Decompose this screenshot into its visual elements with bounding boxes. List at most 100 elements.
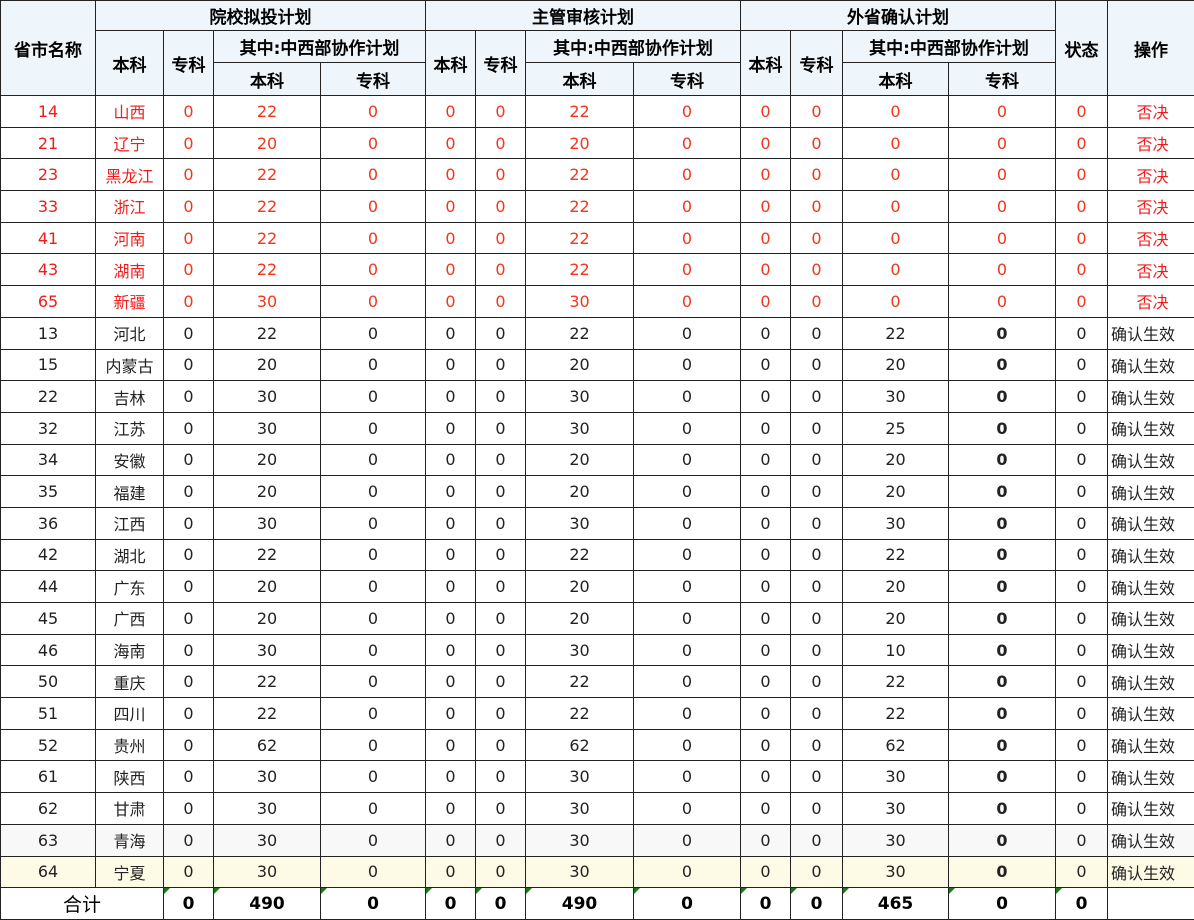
plan-value: 0 bbox=[1056, 603, 1108, 635]
plan-value: 0 bbox=[476, 349, 526, 381]
total-value: 465 bbox=[843, 888, 949, 920]
cell-marker-icon bbox=[791, 888, 797, 894]
plan-value: 0 bbox=[949, 666, 1056, 698]
confirm-action[interactable]: 确认生效 bbox=[1108, 349, 1194, 381]
confirm-action[interactable]: 确认生效 bbox=[1108, 824, 1194, 856]
plan-value: 22 bbox=[214, 254, 321, 286]
plan-value: 20 bbox=[214, 571, 321, 603]
plan-value: 0 bbox=[426, 444, 476, 476]
reject-action[interactable]: 否决 bbox=[1108, 286, 1194, 318]
province-name: 福建 bbox=[96, 476, 164, 508]
plan-value: 0 bbox=[741, 254, 791, 286]
plan-value: 0 bbox=[634, 729, 741, 761]
confirm-action[interactable]: 确认生效 bbox=[1108, 761, 1194, 793]
plan-value: 0 bbox=[321, 666, 426, 698]
province-name: 浙江 bbox=[96, 191, 164, 223]
plan-value: 0 bbox=[634, 222, 741, 254]
plan-value: 20 bbox=[526, 603, 634, 635]
confirm-action[interactable]: 确认生效 bbox=[1108, 381, 1194, 413]
plan-value: 0 bbox=[476, 96, 526, 128]
plan-value: 0 bbox=[949, 729, 1056, 761]
plan-value: 0 bbox=[741, 539, 791, 571]
plan-value: 0 bbox=[843, 286, 949, 318]
confirm-action[interactable]: 确认生效 bbox=[1108, 476, 1194, 508]
confirm-action[interactable]: 确认生效 bbox=[1108, 793, 1194, 825]
plan-value: 0 bbox=[791, 856, 843, 888]
header-status: 状态 bbox=[1056, 1, 1108, 96]
plan-value: 22 bbox=[843, 698, 949, 730]
reject-action[interactable]: 否决 bbox=[1108, 159, 1194, 191]
plan-value: 0 bbox=[791, 444, 843, 476]
header-cooperation: 其中:中西部协作计划 bbox=[214, 31, 426, 63]
plan-value: 30 bbox=[214, 824, 321, 856]
plan-value: 0 bbox=[634, 191, 741, 223]
plan-value: 0 bbox=[634, 127, 741, 159]
reject-action[interactable]: 否决 bbox=[1108, 127, 1194, 159]
plan-value: 30 bbox=[214, 634, 321, 666]
header-cooperation: 其中:中西部协作计划 bbox=[526, 31, 741, 63]
confirm-action[interactable]: 确认生效 bbox=[1108, 539, 1194, 571]
province-name: 河南 bbox=[96, 222, 164, 254]
header-junior: 专科 bbox=[164, 31, 214, 96]
confirm-action[interactable]: 确认生效 bbox=[1108, 571, 1194, 603]
cell-marker-icon bbox=[164, 888, 170, 894]
plan-value: 0 bbox=[791, 349, 843, 381]
confirm-action[interactable]: 确认生效 bbox=[1108, 412, 1194, 444]
plan-value: 0 bbox=[476, 698, 526, 730]
plan-value: 0 bbox=[426, 159, 476, 191]
confirm-action[interactable]: 确认生效 bbox=[1108, 856, 1194, 888]
plan-value: 0 bbox=[426, 222, 476, 254]
reject-action[interactable]: 否决 bbox=[1108, 191, 1194, 223]
plan-value: 0 bbox=[949, 824, 1056, 856]
plan-value: 0 bbox=[476, 856, 526, 888]
province-name: 广东 bbox=[96, 571, 164, 603]
plan-value: 0 bbox=[164, 571, 214, 603]
plan-value: 0 bbox=[426, 824, 476, 856]
plan-value: 0 bbox=[949, 159, 1056, 191]
plan-value: 0 bbox=[164, 381, 214, 413]
province-name: 内蒙古 bbox=[96, 349, 164, 381]
plan-value: 0 bbox=[791, 793, 843, 825]
plan-value: 0 bbox=[949, 507, 1056, 539]
plan-value: 0 bbox=[634, 349, 741, 381]
plan-value: 20 bbox=[214, 444, 321, 476]
plan-value: 0 bbox=[791, 412, 843, 444]
header-group-school: 院校拟投计划 bbox=[96, 1, 426, 31]
confirm-action[interactable]: 确认生效 bbox=[1108, 698, 1194, 730]
plan-value: 0 bbox=[476, 317, 526, 349]
reject-action[interactable]: 否决 bbox=[1108, 222, 1194, 254]
plan-value: 0 bbox=[1056, 539, 1108, 571]
plan-value: 22 bbox=[526, 96, 634, 128]
confirm-action[interactable]: 确认生效 bbox=[1108, 603, 1194, 635]
confirm-action[interactable]: 确认生效 bbox=[1108, 444, 1194, 476]
province-code: 62 bbox=[1, 793, 96, 825]
plan-value: 0 bbox=[321, 603, 426, 635]
reject-action[interactable]: 否决 bbox=[1108, 254, 1194, 286]
plan-value: 0 bbox=[791, 286, 843, 318]
plan-value: 0 bbox=[949, 539, 1056, 571]
confirm-action[interactable]: 确认生效 bbox=[1108, 507, 1194, 539]
plan-value: 0 bbox=[843, 191, 949, 223]
plan-value: 0 bbox=[426, 254, 476, 286]
plan-value: 0 bbox=[321, 634, 426, 666]
confirm-action[interactable]: 确认生效 bbox=[1108, 666, 1194, 698]
reject-action[interactable]: 否决 bbox=[1108, 96, 1194, 128]
confirm-action[interactable]: 确认生效 bbox=[1108, 634, 1194, 666]
province-name: 甘肃 bbox=[96, 793, 164, 825]
plan-value: 0 bbox=[164, 127, 214, 159]
confirm-action[interactable]: 确认生效 bbox=[1108, 317, 1194, 349]
confirm-action[interactable]: 确认生效 bbox=[1108, 729, 1194, 761]
province-name: 海南 bbox=[96, 634, 164, 666]
plan-value: 0 bbox=[321, 286, 426, 318]
plan-value: 0 bbox=[634, 96, 741, 128]
plan-value: 0 bbox=[791, 507, 843, 539]
total-value: 0 bbox=[476, 888, 526, 920]
plan-value: 0 bbox=[634, 856, 741, 888]
